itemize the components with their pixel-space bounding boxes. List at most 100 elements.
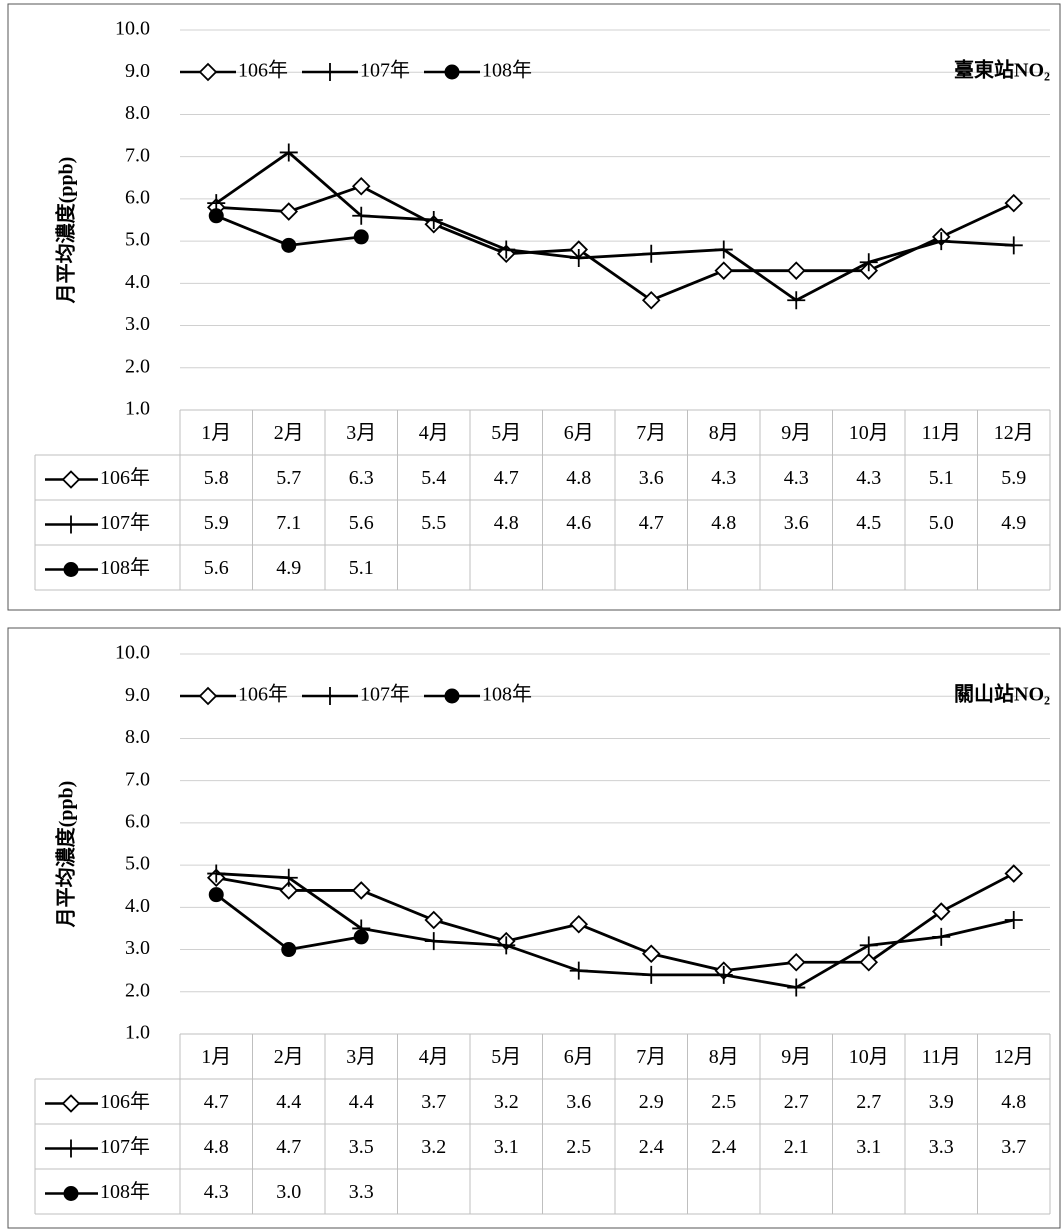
y-tick-label: 7.0 bbox=[125, 768, 150, 790]
table-cell: 4.7 bbox=[639, 512, 664, 534]
series-line bbox=[215, 150, 1014, 302]
marker-plus bbox=[321, 63, 339, 81]
marker-plus bbox=[352, 206, 371, 225]
series-line bbox=[216, 872, 1015, 973]
table-cell: 4.6 bbox=[566, 512, 591, 534]
table-cell: 4.4 bbox=[349, 1091, 374, 1113]
table-cell: 4.3 bbox=[204, 1181, 229, 1203]
panel-frame bbox=[7, 627, 1061, 1229]
table-cell: 4.4 bbox=[276, 1091, 301, 1113]
x-tick-label: 11月 bbox=[922, 422, 961, 444]
table-cell: 4.9 bbox=[1001, 512, 1026, 534]
marker-plus bbox=[424, 932, 443, 951]
y-tick-label: 2.0 bbox=[125, 355, 150, 377]
y-tick-label: 6.0 bbox=[125, 810, 150, 832]
table-cell: 3.6 bbox=[566, 1091, 591, 1113]
x-tick-label: 2月 bbox=[274, 422, 304, 444]
marker-plus bbox=[714, 240, 733, 259]
table-cell: 4.3 bbox=[711, 467, 736, 489]
x-tick-label: 4月 bbox=[419, 1046, 449, 1068]
x-tick-label: 1月 bbox=[201, 422, 231, 444]
x-tick-label: 1月 bbox=[201, 1046, 231, 1068]
x-tick-label: 9月 bbox=[781, 1046, 811, 1068]
table-cell: 4.8 bbox=[566, 467, 591, 489]
y-tick-label: 1.0 bbox=[125, 398, 150, 420]
x-tick-label: 10月 bbox=[849, 1046, 889, 1068]
y-axis-label: 月平均濃度(ppb) bbox=[54, 157, 78, 305]
table-cell: 5.8 bbox=[204, 467, 229, 489]
y-tick-label: 3.0 bbox=[125, 313, 150, 335]
marker-circle bbox=[208, 208, 224, 224]
marker-diamond bbox=[641, 944, 661, 964]
marker-plus bbox=[859, 936, 878, 955]
legend-label: 107年 bbox=[360, 59, 410, 82]
marker-plus bbox=[1004, 236, 1023, 255]
table-cell: 6.3 bbox=[349, 467, 374, 489]
marker-diamond bbox=[198, 686, 218, 706]
table-series-name: 108年 bbox=[100, 1180, 150, 1203]
x-tick-label: 12月 bbox=[994, 1046, 1034, 1068]
marker-diamond bbox=[1004, 193, 1024, 213]
marker-circle bbox=[444, 64, 460, 80]
table-cell: 4.8 bbox=[204, 1136, 229, 1158]
x-tick-label: 8月 bbox=[709, 1046, 739, 1068]
x-tick-label: 3月 bbox=[346, 422, 376, 444]
table-cell: 3.2 bbox=[494, 1091, 519, 1113]
marker-diamond bbox=[931, 902, 951, 921]
marker-plus bbox=[932, 927, 951, 946]
marker-plus bbox=[321, 687, 339, 705]
table-cell: 4.8 bbox=[1001, 1091, 1026, 1113]
y-tick-label: 2.0 bbox=[125, 979, 150, 1001]
table-series-name: 107年 bbox=[100, 511, 150, 534]
marker-diamond bbox=[859, 952, 879, 972]
table-cell: 5.6 bbox=[204, 557, 229, 579]
y-tick-label: 7.0 bbox=[125, 144, 150, 166]
chart-title: 關山站NO₂ bbox=[954, 682, 1050, 706]
marker-circle bbox=[63, 1186, 79, 1201]
marker-diamond bbox=[351, 881, 371, 900]
table-cell: 2.7 bbox=[856, 1091, 881, 1113]
panel-frame bbox=[7, 3, 1061, 611]
marker-plus bbox=[62, 515, 80, 534]
table-cell: 2.4 bbox=[711, 1136, 736, 1158]
marker-diamond bbox=[569, 914, 589, 934]
y-tick-label: 5.0 bbox=[125, 229, 150, 251]
marker-diamond bbox=[424, 910, 444, 930]
table-cell: 5.5 bbox=[421, 512, 446, 534]
marker-plus bbox=[1004, 911, 1023, 929]
x-tick-label: 7月 bbox=[636, 422, 666, 444]
table-cell: 2.7 bbox=[784, 1091, 809, 1113]
marker-plus bbox=[569, 249, 588, 267]
x-tick-label: 12月 bbox=[994, 422, 1034, 444]
y-tick-label: 9.0 bbox=[125, 684, 150, 706]
table-cell: 5.1 bbox=[349, 557, 374, 579]
y-tick-label: 3.0 bbox=[125, 937, 150, 959]
marker-diamond bbox=[1004, 864, 1024, 883]
x-tick-label: 10月 bbox=[849, 422, 889, 444]
marker-diamond bbox=[641, 290, 661, 310]
table-cell: 2.1 bbox=[784, 1136, 809, 1158]
marker-plus bbox=[787, 978, 806, 997]
table-cell: 4.3 bbox=[856, 467, 881, 489]
table-cell: 5.9 bbox=[204, 512, 229, 534]
table-cell: 3.9 bbox=[929, 1091, 954, 1113]
y-tick-label: 1.0 bbox=[125, 1022, 150, 1044]
marker-circle bbox=[63, 562, 79, 577]
series-line bbox=[216, 184, 1015, 302]
table-cell: 4.3 bbox=[784, 467, 809, 489]
x-tick-label: 11月 bbox=[922, 1046, 961, 1068]
legend-label: 107年 bbox=[360, 683, 410, 706]
marker-plus bbox=[497, 240, 516, 259]
x-tick-label: 6月 bbox=[564, 1046, 594, 1068]
marker-circle bbox=[353, 929, 369, 945]
series-line bbox=[216, 872, 1015, 990]
table-cell: 4.7 bbox=[276, 1136, 301, 1158]
marker-circle bbox=[444, 688, 460, 704]
table-cell: 3.7 bbox=[1001, 1136, 1026, 1158]
y-tick-label: 5.0 bbox=[125, 853, 150, 875]
table-series-name: 108年 bbox=[100, 556, 150, 579]
table-cell: 5.6 bbox=[349, 512, 374, 534]
table-cell: 5.9 bbox=[1001, 467, 1026, 489]
marker-plus bbox=[62, 1139, 80, 1158]
x-tick-label: 2月 bbox=[274, 1046, 304, 1068]
